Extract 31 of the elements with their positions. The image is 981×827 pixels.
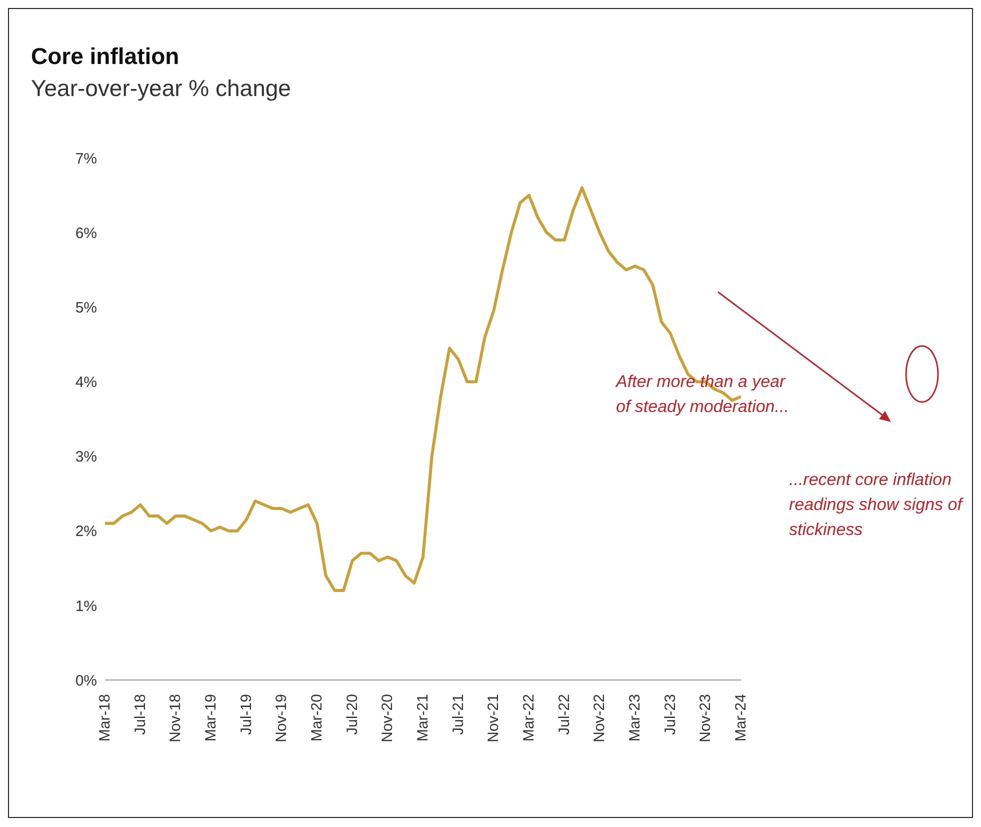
x-tick-label: Jul-21 (450, 694, 467, 735)
x-tick-label: Jul-19 (238, 694, 255, 735)
y-tick-label: 6% (75, 224, 97, 242)
y-tick-label: 3% (75, 448, 97, 466)
x-tick-label: Nov-20 (379, 694, 396, 742)
y-tick-label: 1% (75, 598, 97, 615)
chart-title: Core inflation (31, 43, 180, 70)
x-tick-label: Mar-21 (414, 694, 432, 742)
x-tick-label: Nov-23 (697, 694, 714, 742)
x-tick-label: Nov-18 (167, 694, 184, 742)
y-tick-label: 7% (75, 150, 97, 168)
x-tick-label: Nov-21 (485, 694, 502, 742)
x-tick-label: Mar-18 (96, 694, 114, 742)
x-tick-label: Jul-18 (132, 694, 149, 735)
x-tick-label: Jul-22 (556, 694, 573, 735)
y-tick-label: 4% (75, 374, 97, 392)
x-tick-label: Jul-20 (344, 694, 361, 735)
y-tick-label: 5% (75, 299, 97, 316)
x-tick-label: Nov-19 (273, 694, 290, 742)
x-tick-label: Mar-22 (520, 694, 538, 742)
x-tick-label: Mar-23 (626, 694, 644, 742)
x-tick-label: Jul-23 (662, 694, 679, 735)
y-tick-label: 0% (75, 672, 97, 690)
text: ...recent core inflation readings show signs of stickiness (789, 469, 964, 541)
x-tick-label: Nov-22 (591, 694, 608, 742)
x-tick-label: Mar-24 (732, 694, 750, 742)
x-tick-label: Mar-19 (202, 694, 220, 742)
annotation: After more than a year of steady moderation... (616, 371, 790, 418)
chart-subtitle: Year-over-year % change (31, 75, 291, 102)
y-tick-label: 2% (75, 523, 97, 540)
x-tick-label: Mar-20 (308, 694, 326, 742)
